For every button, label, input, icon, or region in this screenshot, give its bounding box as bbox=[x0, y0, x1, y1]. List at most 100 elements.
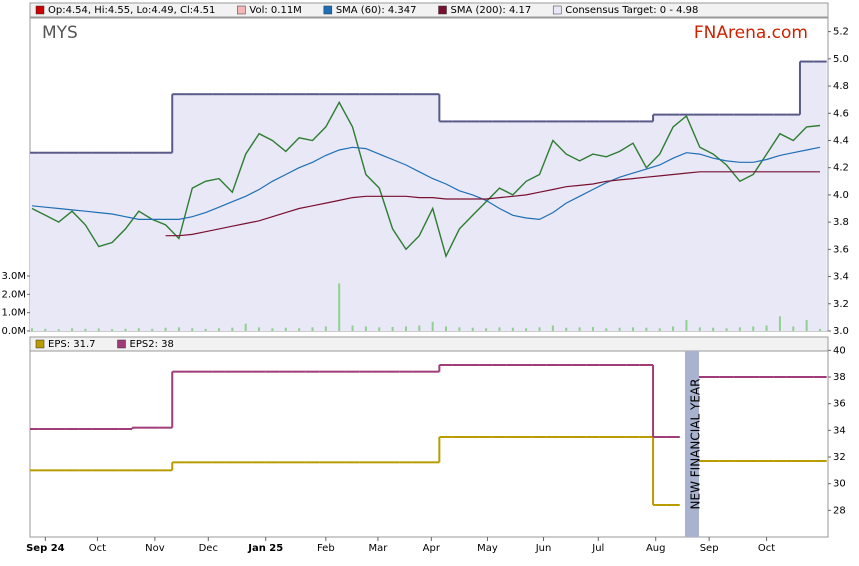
volume-bar bbox=[137, 328, 140, 331]
legend-label: Consensus Target: 0 - 4.98 bbox=[565, 5, 698, 16]
y-tick-label: 4.4 bbox=[833, 135, 849, 146]
volume-bar bbox=[324, 326, 327, 331]
volume-bar bbox=[778, 316, 781, 331]
volume-bar bbox=[231, 327, 234, 331]
volume-bar bbox=[258, 327, 261, 331]
volume-bar bbox=[819, 328, 821, 331]
x-tick-label: Sep bbox=[700, 543, 719, 554]
volume-bar bbox=[765, 325, 768, 331]
volume-bar bbox=[217, 328, 220, 331]
volume-bar bbox=[84, 328, 87, 331]
y-tick-label: 3.8 bbox=[833, 217, 849, 228]
volume-bar bbox=[605, 328, 608, 331]
eps-panel bbox=[29, 350, 829, 538]
volume-bar bbox=[244, 323, 247, 331]
y-tick-label: 32 bbox=[833, 452, 846, 463]
legend-swatch bbox=[237, 5, 246, 15]
legend-label: SMA (60): 4.347 bbox=[336, 5, 417, 16]
y-tick-label: 4.6 bbox=[833, 108, 849, 119]
legend-label: EPS2: 38 bbox=[130, 339, 174, 350]
volume-bar bbox=[672, 326, 675, 331]
volume-bar bbox=[565, 327, 568, 331]
x-tick-label: Oct bbox=[758, 543, 775, 554]
volume-bar bbox=[525, 328, 528, 331]
series-line bbox=[31, 146, 821, 221]
volume-bar bbox=[471, 327, 474, 331]
volume-bar bbox=[97, 328, 100, 331]
volume-bar bbox=[738, 327, 741, 331]
volume-bar bbox=[551, 325, 554, 331]
y-tick-label: 3.0 bbox=[833, 326, 849, 337]
legend-label: EPS: 31.7 bbox=[48, 339, 96, 350]
volume-bar bbox=[511, 327, 514, 331]
x-tick-label: Jan 25 bbox=[247, 543, 283, 554]
volume-bar bbox=[685, 320, 688, 331]
volume-bar bbox=[364, 326, 367, 331]
volume-bar bbox=[458, 327, 461, 331]
vol-tick-label: 0.0M bbox=[1, 326, 26, 337]
volume-bar bbox=[191, 328, 194, 331]
y-tick-label: 3.6 bbox=[833, 244, 849, 255]
legend-swatch bbox=[35, 339, 45, 349]
y-tick-label: 3.4 bbox=[833, 272, 849, 283]
vol-tick-label: 1.0M bbox=[1, 308, 26, 319]
legend-label: Op:4.54, Hi:4.55, Lo:4.49, Cl:4.51 bbox=[48, 5, 215, 16]
volume-bar bbox=[311, 327, 314, 331]
volume-bar bbox=[418, 325, 421, 331]
volume-bar bbox=[351, 325, 354, 331]
volume-bar bbox=[164, 327, 167, 331]
volume-bar bbox=[591, 326, 594, 331]
volume-bar bbox=[111, 329, 114, 331]
x-tick-label: Oct bbox=[89, 543, 106, 554]
x-tick-label: Sep 24 bbox=[26, 543, 65, 554]
volume-bar bbox=[378, 327, 381, 331]
y-tick-label: 4.8 bbox=[833, 81, 849, 92]
volume-bar bbox=[57, 329, 60, 331]
volume-bar bbox=[391, 326, 394, 331]
y-tick-label: 5.0 bbox=[833, 54, 849, 65]
y-tick-label: 40 bbox=[833, 345, 846, 356]
volume-bar bbox=[658, 328, 661, 331]
volume-bar bbox=[645, 327, 648, 331]
volume-bar bbox=[578, 327, 581, 331]
volume-bar bbox=[618, 327, 621, 331]
y-tick-label: 34 bbox=[833, 425, 846, 436]
ticker: MYS bbox=[42, 23, 78, 43]
x-tick-label: Jun bbox=[535, 543, 552, 554]
volume-bar bbox=[805, 320, 808, 331]
volume-bar bbox=[632, 327, 635, 331]
volume-bar bbox=[698, 327, 701, 331]
volume-bar bbox=[485, 328, 488, 331]
annotation-band bbox=[685, 351, 699, 537]
y-tick-label: 4.0 bbox=[833, 190, 849, 201]
y-tick-label: 5.2 bbox=[833, 27, 849, 38]
legend-label: Vol: 0.11M bbox=[249, 5, 301, 16]
volume-bar bbox=[31, 328, 33, 331]
legend-swatch bbox=[438, 5, 447, 15]
volume-bar bbox=[752, 326, 755, 331]
x-tick-label: May bbox=[477, 543, 498, 554]
volume-bar bbox=[204, 328, 207, 331]
volume-bar bbox=[725, 328, 728, 331]
y-tick-label: 36 bbox=[833, 399, 846, 410]
source: FNArena.com bbox=[694, 23, 808, 43]
x-tick-label: Apr bbox=[423, 543, 441, 554]
vol-tick-label: 2.0M bbox=[1, 289, 26, 300]
volume-bar bbox=[271, 328, 274, 331]
annotation: NEW FINANCIAL YEAR bbox=[689, 379, 703, 510]
vol-tick-label: 3.0M bbox=[1, 271, 26, 282]
volume-bar bbox=[445, 326, 448, 331]
x-tick-label: Aug bbox=[646, 543, 666, 554]
legend-swatch bbox=[323, 5, 333, 15]
legend-swatch bbox=[552, 5, 562, 15]
volume-bar bbox=[338, 283, 341, 331]
x-tick-label: Jul bbox=[591, 543, 604, 554]
volume-bar bbox=[404, 326, 407, 331]
series-line bbox=[165, 171, 820, 237]
y-tick-label: 3.2 bbox=[833, 299, 849, 310]
legend-bar bbox=[29, 2, 829, 18]
volume-bar bbox=[71, 328, 74, 331]
y-tick-label: 38 bbox=[833, 372, 846, 383]
y-tick-label: 28 bbox=[833, 505, 846, 516]
